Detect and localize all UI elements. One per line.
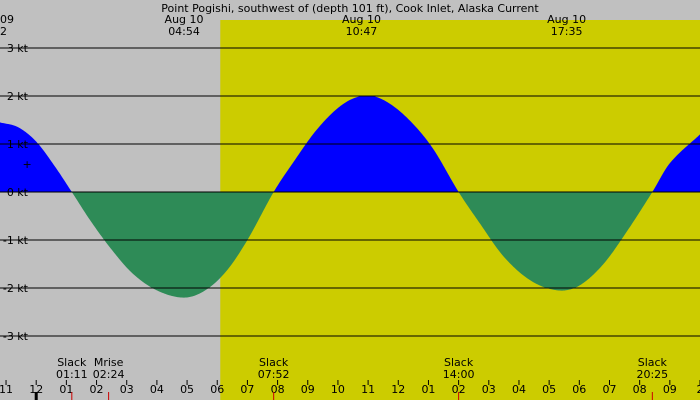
y-tick-label: -2 kt xyxy=(3,282,29,295)
x-tick-label: 11 xyxy=(361,383,375,396)
event-time-label: 07:52 xyxy=(258,368,290,381)
event-time-label: 14:00 xyxy=(443,368,475,381)
x-tick-label: 02 xyxy=(90,383,104,396)
event-name-label: Slack xyxy=(57,356,87,369)
event-labels: Slack01:11Mrise02:24Slack07:52Slack14:00… xyxy=(56,356,668,381)
x-tick-label: 03 xyxy=(482,383,496,396)
event-markers xyxy=(71,392,653,400)
top-time-label: 2 xyxy=(0,25,7,38)
y-tick-label: 2 kt xyxy=(7,90,29,103)
x-tick-label: 10 xyxy=(331,383,345,396)
x-tick-label: 05 xyxy=(180,383,194,396)
grid-lines xyxy=(0,47,700,337)
top-date-label: 09 xyxy=(0,13,14,26)
x-tick-label: 09 xyxy=(663,383,677,396)
x-tick-label: 09 xyxy=(301,383,315,396)
x-tick-label: 01 xyxy=(59,383,73,396)
x-tick-label: 2 xyxy=(697,383,700,396)
event-name-label: Slack xyxy=(259,356,289,369)
top-date-label: Aug 10 xyxy=(547,13,586,26)
y-tick-label: -3 kt xyxy=(3,330,29,343)
x-tick-label: 03 xyxy=(120,383,134,396)
x-tick-label: 01 xyxy=(421,383,435,396)
top-date-label: Aug 10 xyxy=(165,13,204,26)
x-tick-label: 07 xyxy=(240,383,254,396)
top-time-label: 10:47 xyxy=(346,25,378,38)
x-axis-ticks: 11 12 01 02 03 04 05 06 07 08 09 10 11 12 01 02 03 04 05 06… xyxy=(0,380,700,400)
event-name-label: Slack xyxy=(444,356,474,369)
event-time-label: 20:25 xyxy=(636,368,668,381)
x-tick-label: 08 xyxy=(633,383,647,396)
x-tick-label: 04 xyxy=(512,383,526,396)
x-tick-label: 08 xyxy=(271,383,285,396)
event-time-label: 02:24 xyxy=(93,368,125,381)
x-tick-label: 04 xyxy=(150,383,164,396)
x-tick-label: 12 xyxy=(391,383,405,396)
event-time-label: 01:11 xyxy=(56,368,88,381)
event-name-label: Mrise xyxy=(94,356,124,369)
top-time-label: 17:35 xyxy=(551,25,583,38)
x-tick-label: 12 xyxy=(29,383,43,396)
event-name-label: Slack xyxy=(638,356,668,369)
x-tick-label: 11 xyxy=(0,383,13,396)
x-tick-label: 05 xyxy=(542,383,556,396)
x-tick-label: 07 xyxy=(602,383,616,396)
now-marker-icon: + xyxy=(23,158,32,171)
midnight-marker xyxy=(34,392,38,400)
y-tick-label: -1 kt xyxy=(3,234,29,247)
top-date-label: Aug 10 xyxy=(342,13,381,26)
y-tick-label: 0 kt xyxy=(7,186,29,199)
x-tick-label: 02 xyxy=(452,383,466,396)
ebb-current-area xyxy=(0,192,700,298)
y-axis-labels: 3 kt 2 kt 1 kt 0 kt -1 kt -2 kt -3 kt xyxy=(3,42,29,343)
y-tick-label: 1 kt xyxy=(7,138,29,151)
top-time-label: 04:54 xyxy=(168,25,200,38)
x-tick-label: 06 xyxy=(572,383,586,396)
y-tick-label: 3 kt xyxy=(7,42,29,55)
x-tick-label: 06 xyxy=(210,383,224,396)
chart-title: Point Pogishi, southwest of (depth 101 f… xyxy=(161,2,539,15)
